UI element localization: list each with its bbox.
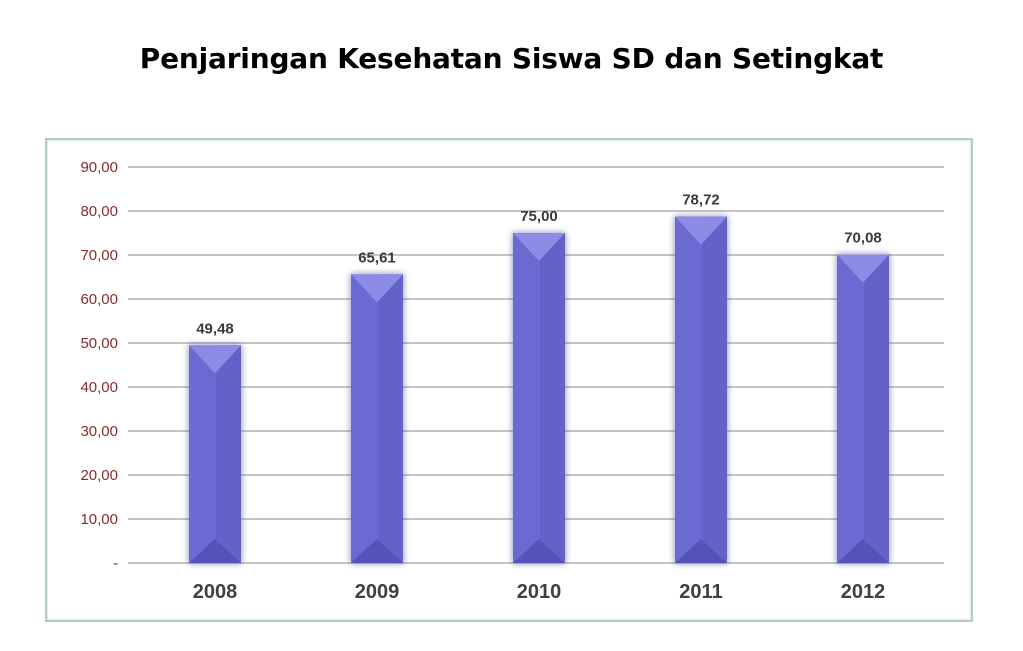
data-label: 65,61 xyxy=(358,249,396,266)
x-tick-label: 2010 xyxy=(517,581,562,603)
data-label: 49,48 xyxy=(196,320,234,337)
y-tick-label: - xyxy=(113,555,118,572)
y-tick-label: 10,00 xyxy=(80,511,118,528)
bar xyxy=(675,216,727,563)
x-tick-label: 2008 xyxy=(193,581,238,603)
bar-bevel-top xyxy=(675,216,727,245)
bar-bevel-bottom xyxy=(189,539,241,563)
y-tick-label: 80,00 xyxy=(80,203,118,220)
y-tick-label: 50,00 xyxy=(80,335,118,352)
bar xyxy=(189,345,241,563)
bar-bevel-top xyxy=(351,274,403,303)
bar-bevel-top xyxy=(837,254,889,283)
bar-shade xyxy=(378,274,403,563)
bar-bevel-top xyxy=(189,345,241,374)
y-tick-label: 70,00 xyxy=(80,247,118,264)
y-tick-label: 60,00 xyxy=(80,291,118,308)
data-label: 70,08 xyxy=(844,230,882,247)
bar xyxy=(837,254,889,563)
bar-bevel-bottom xyxy=(513,539,565,563)
y-axis-ticks: - 10,00 20,00 30,00 40,00 50,00 60,00 70,00 80,0… xyxy=(80,159,118,572)
bar-shade xyxy=(702,216,727,563)
bar xyxy=(351,274,403,563)
bar-shade xyxy=(864,254,889,563)
y-tick-label: 90,00 xyxy=(80,159,118,176)
data-label: 78,72 xyxy=(682,192,720,209)
bars xyxy=(189,216,889,563)
data-label: 75,00 xyxy=(520,208,558,225)
y-tick-label: 30,00 xyxy=(80,423,118,440)
bar-bevel-top xyxy=(513,233,565,261)
data-labels: 49,48 65,61 75,00 78,72 70,08 xyxy=(196,192,882,338)
bar-bevel-bottom xyxy=(351,539,403,563)
x-tick-label: 2011 xyxy=(679,581,722,603)
x-tick-label: 2012 xyxy=(841,581,886,603)
bar-bevel-bottom xyxy=(675,539,727,563)
x-tick-label: 2009 xyxy=(355,581,400,603)
y-tick-label: 20,00 xyxy=(80,467,118,484)
bar-shade xyxy=(216,345,241,563)
x-axis-ticks: 2008 2009 2010 2011 2012 xyxy=(193,581,886,603)
bar-bevel-bottom xyxy=(837,539,889,563)
bar-shade xyxy=(540,233,565,563)
y-tick-label: 40,00 xyxy=(80,379,118,396)
bar xyxy=(513,233,565,563)
chart-title: Penjaringan Kesehatan Siswa SD dan Setin… xyxy=(139,42,884,75)
